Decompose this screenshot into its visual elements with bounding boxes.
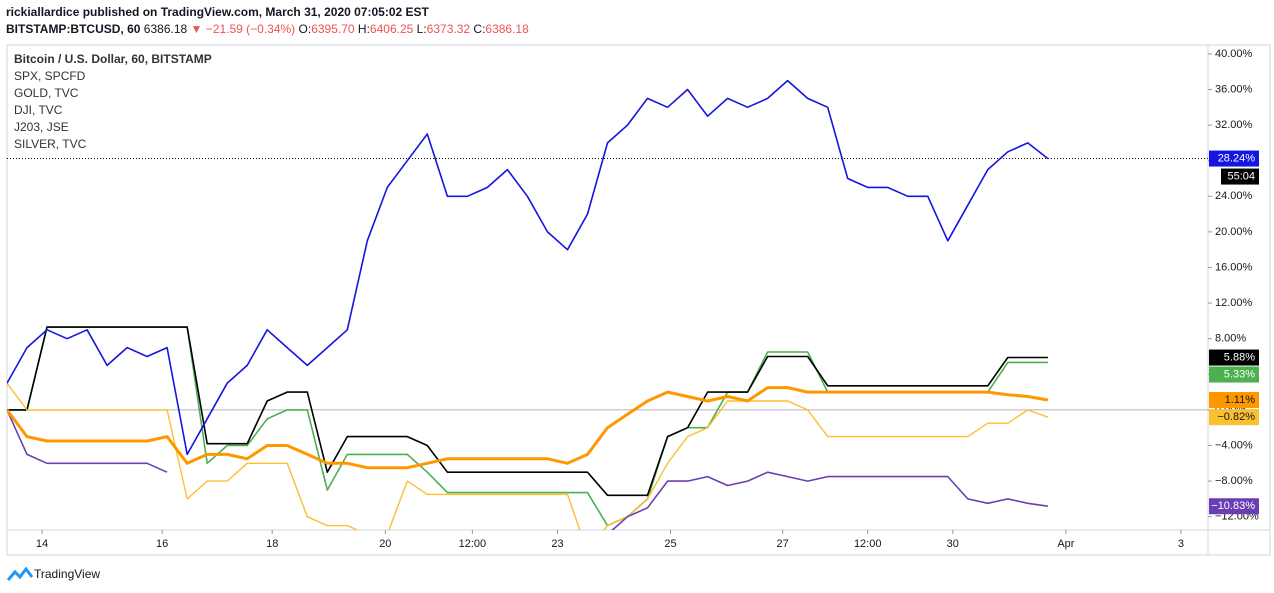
- last-value-box: [1209, 349, 1259, 366]
- last-value-box: [1209, 366, 1259, 383]
- x-tick-label: 20: [379, 538, 391, 550]
- last-value-label: −10.83%: [1211, 500, 1255, 512]
- publisher-line: rickiallardice published on TradingView.…: [6, 4, 529, 21]
- arrow: ▼: [190, 22, 203, 36]
- series-line: [7, 79, 1049, 456]
- last-value-label: 5.88%: [1224, 351, 1255, 363]
- y-tick-label: 8.00%: [1215, 333, 1246, 345]
- legend-entry: Bitcoin / U.S. Dollar, 60, BITSTAMP: [14, 52, 212, 66]
- y-tick-label: 32.00%: [1215, 119, 1253, 131]
- legend-entry: SPX, SPCFD: [14, 69, 86, 83]
- x-tick-label: 25: [664, 538, 676, 550]
- brand-logo: TradingView: [6, 566, 100, 581]
- last-price: 6386.18: [143, 22, 188, 36]
- publisher: rickiallardice published on TradingView.…: [6, 5, 429, 19]
- series-line: [7, 386, 1049, 470]
- y-tick-label: 24.00%: [1215, 190, 1253, 202]
- countdown-box: [1221, 168, 1259, 185]
- y-tick-label: 16.00%: [1215, 261, 1253, 273]
- x-tick-label: 12:00: [459, 538, 487, 550]
- x-tick-label: 16: [156, 538, 168, 550]
- low-label: L:: [416, 22, 427, 36]
- y-tick-label: 40.00%: [1215, 48, 1253, 60]
- brand: TradingView: [34, 567, 100, 581]
- x-tick-label: Apr: [1057, 538, 1074, 550]
- low: 6373.32: [426, 22, 471, 36]
- symbol: BITSTAMP:BTCUSD, 60: [6, 22, 141, 36]
- x-tick-label: 18: [266, 538, 278, 550]
- y-tick-label: 12.00%: [1215, 297, 1253, 309]
- last-value-label: −0.82%: [1217, 411, 1255, 423]
- header: rickiallardice published on TradingView.…: [6, 4, 529, 38]
- high-label: H:: [357, 22, 370, 36]
- open: 6395.70: [311, 22, 355, 36]
- legend-entry: DJI, TVC: [14, 103, 63, 117]
- series-line: [7, 382, 1049, 530]
- series-line: [7, 409, 1049, 530]
- last-value-box: [1209, 391, 1259, 408]
- close-label: C:: [473, 22, 486, 36]
- logo-mark: [6, 566, 34, 581]
- x-tick-label: 12:00: [854, 538, 882, 550]
- legend-entry: GOLD, TVC: [14, 86, 79, 100]
- plot-area: [7, 79, 1208, 530]
- symbol-line: BITSTAMP:BTCUSD, 60 6386.18 ▼ −21.59 (−0…: [6, 21, 529, 38]
- close: 6386.18: [485, 22, 529, 36]
- y-tick-label: 36.00%: [1215, 83, 1253, 95]
- countdown: 55:04: [1227, 170, 1255, 182]
- last-value-box: [1209, 150, 1259, 167]
- open-label: O:: [298, 22, 312, 36]
- x-tick-label: 14: [36, 538, 48, 550]
- last-value-label: 5.33%: [1224, 368, 1255, 380]
- chart-frame: [6, 44, 1271, 556]
- last-value-label: 1.11%: [1225, 394, 1256, 406]
- y-tick-label: 20.00%: [1215, 226, 1253, 238]
- y-tick-label: −8.00%: [1215, 475, 1253, 487]
- series-line: [7, 326, 1048, 527]
- y-tick-label: −4.00%: [1215, 439, 1253, 451]
- high: 6406.25: [369, 22, 414, 36]
- last-value-label: 28.24%: [1218, 152, 1256, 164]
- x-tick-label: 30: [947, 538, 959, 550]
- last-value-box: [1209, 498, 1259, 515]
- x-tick-label: 27: [777, 538, 789, 550]
- x-tick-label: 3: [1178, 538, 1184, 550]
- change: −21.59 (−0.34%): [205, 22, 296, 36]
- series-line: [7, 326, 1048, 497]
- legend-entry: SILVER, TVC: [14, 137, 87, 151]
- last-value-box: [1209, 409, 1259, 426]
- x-tick-label: 23: [551, 538, 563, 550]
- legend-entry: J203, JSE: [14, 120, 69, 134]
